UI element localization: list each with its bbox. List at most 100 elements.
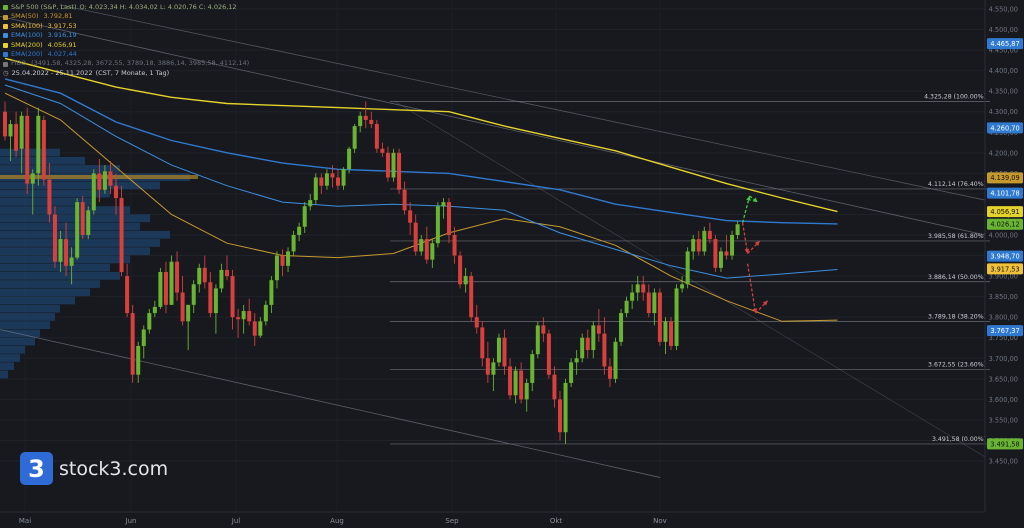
fibonacci-label: 4.325,28 (100.00%)	[924, 93, 986, 100]
candle-body	[341, 169, 346, 186]
candle-body	[30, 173, 35, 184]
candle-body	[14, 124, 19, 151]
candle-body	[585, 337, 590, 351]
candle-body	[324, 173, 329, 186]
candle-body	[635, 284, 640, 293]
candle-body	[197, 267, 202, 285]
candle-body	[308, 200, 313, 207]
price-badge	[987, 172, 1023, 184]
candle-body	[141, 329, 146, 346]
candle-body	[136, 345, 141, 375]
volume-profile-bar	[0, 181, 160, 190]
bearish-arrow-2-head	[752, 308, 758, 314]
y-tick-label: 3.650,00	[989, 375, 1018, 383]
price-badge	[987, 38, 1023, 50]
candle-body	[496, 337, 501, 363]
candle-body	[169, 261, 174, 305]
price-badges: 4.465,87 4.260,70 4.139,09 4.101,78 4.056,91…	[987, 38, 1023, 450]
volume-profile-bar	[0, 304, 60, 313]
candle-body	[607, 366, 612, 379]
legend-value: 3.916,19	[47, 31, 77, 40]
candle-body	[208, 282, 213, 314]
legend-value: 4.056,91	[47, 40, 77, 49]
y-tick-label: 3.900,00	[989, 273, 1018, 281]
candle-body	[641, 284, 646, 293]
candle-body	[652, 292, 657, 314]
candle-body	[286, 251, 291, 266]
candle-body	[291, 235, 296, 252]
candle-body	[64, 239, 69, 266]
stock3-brand-name: stock3.com	[59, 457, 169, 480]
candle-body	[230, 276, 235, 318]
legend-label: SMA(50)	[11, 12, 39, 21]
candle-body	[202, 267, 207, 283]
candle-body	[569, 362, 574, 383]
volume-profile-bar	[0, 313, 55, 321]
candle-body	[619, 313, 624, 342]
candle-body	[130, 313, 135, 375]
legend-swatch	[3, 52, 8, 58]
x-tick-label: Okt	[550, 517, 563, 525]
fibonacci-label: 3.789,18 (38.20%)	[928, 314, 986, 321]
candle-body	[696, 239, 701, 252]
fibonacci-label: 4.112,14 (76.40%)	[928, 181, 986, 188]
bearish-arrow-1	[741, 222, 749, 254]
volume-profile-bar	[0, 280, 100, 288]
candle-body	[491, 362, 496, 375]
candle-body	[519, 370, 524, 400]
y-tick-label: 4.300,00	[989, 108, 1018, 116]
volume-profile-bar	[0, 247, 150, 256]
volume-profile-bar	[0, 354, 20, 362]
candle-body	[125, 276, 130, 314]
volume-profile-bar	[0, 362, 14, 371]
candle-body	[19, 115, 24, 149]
candle-body	[602, 333, 607, 367]
candle-body	[25, 115, 30, 184]
ema200-line	[4, 78, 838, 225]
period-info: (CST, 7 Monate, 1 Tag)	[95, 68, 170, 77]
stock3-logo: 3	[20, 452, 53, 485]
candle-body	[580, 337, 585, 359]
candle-body	[3, 111, 7, 137]
candle-body	[114, 185, 118, 199]
candle-body	[441, 202, 446, 207]
price-badge-label: 3.767,37	[990, 327, 1019, 335]
candle-body	[180, 292, 185, 322]
price-badge	[987, 438, 1023, 450]
candle-body	[369, 119, 374, 125]
price-badge-label: 4.260,70	[990, 124, 1019, 132]
candle-body	[241, 311, 246, 320]
candle-body	[225, 269, 229, 277]
y-tick-label: 3.550,00	[989, 416, 1018, 424]
stock3-watermark: 3 stock3.com	[20, 452, 168, 485]
candle-body	[413, 222, 418, 252]
candle-body	[175, 261, 180, 293]
candle-body	[86, 210, 91, 235]
candle-body	[524, 382, 529, 400]
price-badge-label: 3.917,53	[990, 265, 1019, 273]
diagonal-line	[394, 101, 986, 458]
y-tick-label: 3.750,00	[989, 334, 1018, 342]
candle-body	[535, 325, 540, 355]
price-badge	[987, 218, 1023, 230]
candle-body	[97, 173, 102, 190]
candle-body	[657, 292, 662, 342]
candle-body	[735, 224, 740, 235]
candle-body	[447, 202, 451, 235]
volume-profile-bar	[0, 370, 8, 379]
trendlines	[0, 4, 986, 478]
candle-body	[236, 317, 241, 320]
y-tick-label: 4.200,00	[989, 149, 1018, 157]
volume-profile-bar	[0, 345, 25, 354]
lower-trendline	[0, 329, 661, 478]
price-badge	[987, 263, 1023, 275]
candle-body	[541, 325, 546, 334]
candlesticks	[3, 101, 740, 444]
candle-body	[469, 276, 474, 318]
volume-profile-bar	[0, 288, 90, 297]
legend-value: 4.027,44	[47, 50, 77, 59]
price-badge-label: 4.465,87	[990, 40, 1019, 48]
candle-body	[419, 239, 424, 252]
y-tick-label: 4.000,00	[989, 232, 1018, 240]
